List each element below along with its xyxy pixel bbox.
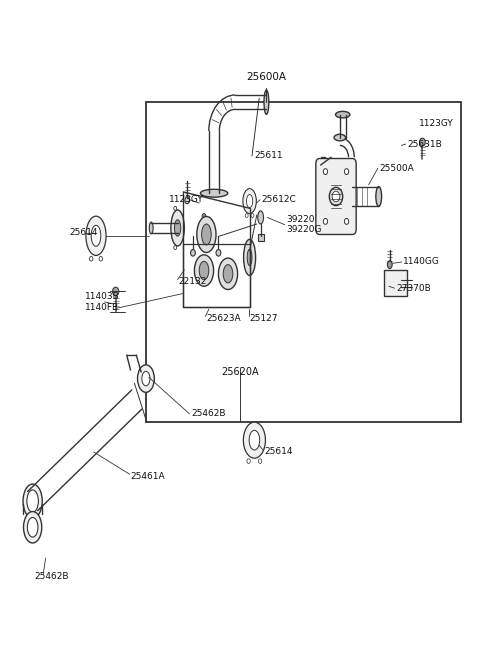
Ellipse shape bbox=[91, 225, 101, 246]
Text: 25600A: 25600A bbox=[246, 72, 287, 83]
Ellipse shape bbox=[24, 512, 42, 543]
Ellipse shape bbox=[171, 210, 184, 246]
Ellipse shape bbox=[27, 490, 38, 512]
Ellipse shape bbox=[199, 261, 209, 280]
Text: 39220G: 39220G bbox=[286, 225, 322, 234]
Text: 25462B: 25462B bbox=[35, 572, 69, 581]
Ellipse shape bbox=[420, 138, 425, 146]
FancyBboxPatch shape bbox=[316, 159, 356, 234]
Text: 25462B: 25462B bbox=[191, 409, 226, 419]
Ellipse shape bbox=[223, 265, 233, 283]
Ellipse shape bbox=[197, 216, 216, 252]
Text: 1140GG: 1140GG bbox=[403, 257, 440, 267]
Ellipse shape bbox=[247, 195, 253, 208]
Ellipse shape bbox=[191, 250, 195, 256]
Bar bbox=[384, 270, 407, 296]
Text: 1140FB: 1140FB bbox=[85, 303, 120, 312]
Ellipse shape bbox=[249, 430, 260, 450]
Ellipse shape bbox=[329, 187, 343, 206]
Ellipse shape bbox=[376, 187, 382, 206]
Ellipse shape bbox=[323, 219, 327, 225]
Ellipse shape bbox=[112, 287, 119, 295]
Ellipse shape bbox=[202, 214, 206, 219]
Text: 25612C: 25612C bbox=[262, 195, 296, 204]
Ellipse shape bbox=[344, 169, 348, 175]
Ellipse shape bbox=[264, 90, 269, 114]
Ellipse shape bbox=[247, 458, 251, 464]
Ellipse shape bbox=[89, 256, 93, 261]
Ellipse shape bbox=[99, 256, 103, 261]
Ellipse shape bbox=[27, 517, 38, 537]
Bar bbox=[258, 234, 264, 241]
Ellipse shape bbox=[185, 197, 190, 204]
Ellipse shape bbox=[323, 169, 327, 175]
Ellipse shape bbox=[243, 189, 256, 214]
Text: 25614: 25614 bbox=[264, 447, 292, 457]
Text: 25614: 25614 bbox=[70, 228, 98, 237]
Ellipse shape bbox=[218, 258, 238, 290]
Text: 1123GY: 1123GY bbox=[169, 195, 204, 204]
Ellipse shape bbox=[332, 191, 340, 202]
Text: 11403B: 11403B bbox=[85, 291, 120, 301]
Ellipse shape bbox=[86, 216, 106, 255]
Text: 1123GY: 1123GY bbox=[419, 119, 454, 128]
Ellipse shape bbox=[138, 365, 155, 392]
Ellipse shape bbox=[202, 224, 211, 245]
Ellipse shape bbox=[387, 261, 392, 269]
Ellipse shape bbox=[174, 206, 177, 210]
Text: 25127: 25127 bbox=[250, 314, 278, 323]
Ellipse shape bbox=[251, 214, 254, 217]
Ellipse shape bbox=[174, 246, 177, 250]
Bar bbox=[183, 244, 250, 307]
Ellipse shape bbox=[258, 211, 264, 224]
Ellipse shape bbox=[243, 422, 265, 458]
Ellipse shape bbox=[149, 222, 153, 234]
Ellipse shape bbox=[175, 220, 180, 236]
Text: 25631B: 25631B bbox=[407, 140, 442, 149]
Ellipse shape bbox=[194, 255, 214, 286]
Text: 25611: 25611 bbox=[254, 151, 283, 160]
Ellipse shape bbox=[216, 250, 221, 256]
Ellipse shape bbox=[344, 219, 348, 225]
Ellipse shape bbox=[336, 111, 350, 118]
Ellipse shape bbox=[142, 371, 150, 386]
Ellipse shape bbox=[247, 250, 252, 266]
Text: 25500A: 25500A bbox=[379, 164, 414, 173]
Ellipse shape bbox=[334, 134, 346, 141]
Text: 25461A: 25461A bbox=[131, 472, 165, 481]
Text: 39220: 39220 bbox=[286, 215, 314, 224]
Text: 27370B: 27370B bbox=[396, 284, 431, 293]
Text: 22132: 22132 bbox=[179, 277, 207, 286]
Ellipse shape bbox=[245, 214, 248, 217]
Text: 25623A: 25623A bbox=[206, 314, 241, 323]
Ellipse shape bbox=[23, 484, 42, 518]
Ellipse shape bbox=[244, 240, 256, 275]
Ellipse shape bbox=[258, 458, 262, 464]
Ellipse shape bbox=[201, 189, 228, 197]
Text: 25620A: 25620A bbox=[221, 367, 259, 377]
Bar bbox=[146, 102, 461, 422]
